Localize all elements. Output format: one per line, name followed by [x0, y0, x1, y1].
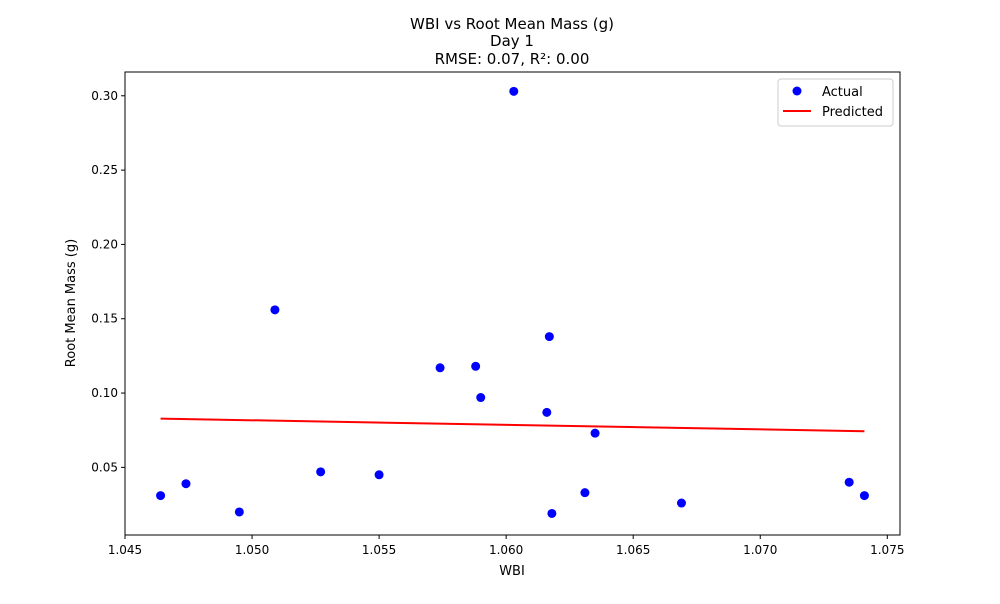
x-axis-ticks: 1.045 1.050 1.055 1.060 1.065 1.070 1.075 — [108, 535, 904, 557]
plot-area-frame — [124, 71, 901, 536]
data-point-actual — [509, 86, 519, 96]
data-point-actual — [542, 407, 552, 417]
data-point-actual — [270, 305, 280, 315]
data-point-actual — [316, 467, 326, 477]
x-tick-label: 1.075 — [870, 543, 904, 557]
y-tick-label: 0.25 — [91, 163, 118, 177]
x-tick-label: 1.045 — [108, 543, 142, 557]
x-axis-label: WBI — [499, 564, 525, 579]
plot-content — [156, 86, 869, 518]
y-axis-label: Root Mean Mass (g) — [64, 239, 79, 367]
data-point-actual — [544, 332, 554, 342]
data-point-actual — [676, 498, 686, 508]
y-tick-label: 0.15 — [91, 312, 118, 326]
data-point-actual — [547, 508, 557, 518]
y-tick-label: 0.20 — [91, 237, 118, 251]
data-point-actual — [476, 393, 486, 403]
legend-label-actual: Actual — [822, 85, 863, 100]
y-tick-label: 0.05 — [91, 460, 118, 474]
data-point-actual — [859, 491, 869, 501]
x-tick-label: 1.060 — [489, 543, 523, 557]
data-point-actual — [471, 361, 481, 371]
data-point-actual — [374, 470, 384, 480]
x-tick-label: 1.065 — [616, 543, 650, 557]
chart-title-line-3: RMSE: 0.07, R²: 0.00 — [435, 50, 590, 68]
data-point-actual — [181, 479, 191, 489]
legend-label-predicted: Predicted — [822, 105, 883, 120]
y-tick-label: 0.10 — [91, 386, 118, 400]
data-point-actual — [580, 488, 590, 498]
data-point-actual — [156, 491, 166, 501]
chart-title-line-1: WBI vs Root Mean Mass (g) — [410, 15, 614, 33]
data-point-actual — [844, 477, 854, 487]
data-point-actual — [590, 428, 600, 438]
y-tick-label: 0.30 — [91, 89, 118, 103]
legend-box — [777, 78, 894, 127]
chart-title-line-2: Day 1 — [490, 32, 534, 50]
x-tick-label: 1.050 — [235, 543, 269, 557]
predicted-line — [160, 417, 865, 433]
data-point-actual — [435, 363, 445, 373]
legend-marker-actual — [792, 86, 802, 96]
legend: Actual Predicted — [777, 78, 894, 127]
x-tick-label: 1.070 — [743, 543, 777, 557]
data-point-actual — [234, 507, 244, 517]
x-tick-label: 1.055 — [362, 543, 396, 557]
y-axis-ticks: 0.05 0.10 0.15 0.20 0.25 0.30 — [91, 89, 125, 474]
